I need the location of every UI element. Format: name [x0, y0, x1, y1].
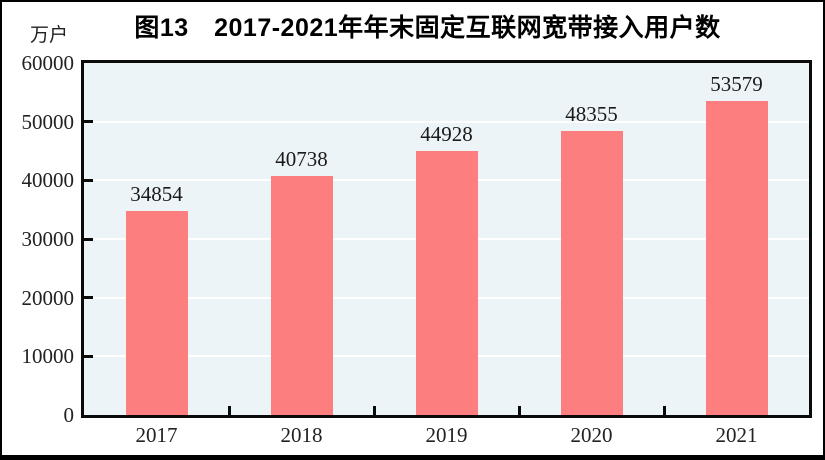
bar-value-label: 40738	[275, 147, 328, 171]
y-axis-label: 0	[63, 403, 75, 427]
y-tick-mark	[84, 178, 93, 182]
bar	[415, 151, 478, 415]
gridline	[84, 120, 809, 123]
bar-value-label: 48355	[565, 102, 618, 127]
x-tick-mark	[372, 406, 376, 415]
plot-area: 34854 40738 44928 48355 53579	[81, 60, 812, 418]
y-tick-mark	[84, 237, 93, 241]
x-axis-label: 2017	[135, 423, 178, 447]
y-axis-label: 30000	[21, 227, 75, 251]
x-axis-label: 2020	[570, 423, 613, 447]
x-axis-label: 2021	[715, 423, 758, 447]
y-tick-mark	[84, 120, 93, 124]
x-axis-label: 2019	[425, 423, 468, 447]
y-axis-label: 60000	[21, 51, 75, 75]
bar	[560, 131, 623, 415]
x-tick-mark	[662, 406, 666, 415]
x-axis-label: 2018	[280, 423, 323, 447]
y-axis-label: 20000	[21, 285, 75, 310]
plot-canvas: 34854 40738 44928 48355 53579	[84, 63, 809, 415]
bar	[125, 210, 188, 415]
bar-value-label: 53579	[710, 71, 763, 96]
y-tick-mark	[84, 354, 93, 358]
bar	[270, 176, 333, 415]
y-axis-label: 40000	[21, 168, 75, 193]
bar-value-label: 44928	[420, 122, 473, 147]
x-tick-mark	[227, 406, 231, 415]
y-axis-unit-label: 万户	[30, 25, 69, 46]
y-axis-label: 50000	[21, 109, 75, 134]
bar	[705, 100, 768, 415]
y-tick-mark	[84, 296, 93, 300]
x-tick-mark	[517, 406, 521, 415]
chart-title: 图13 2017-2021年年末固定互联网宽带接入用户数	[134, 14, 721, 42]
bar-value-label: 34854	[130, 181, 183, 206]
y-axis-label: 10000	[21, 344, 75, 369]
